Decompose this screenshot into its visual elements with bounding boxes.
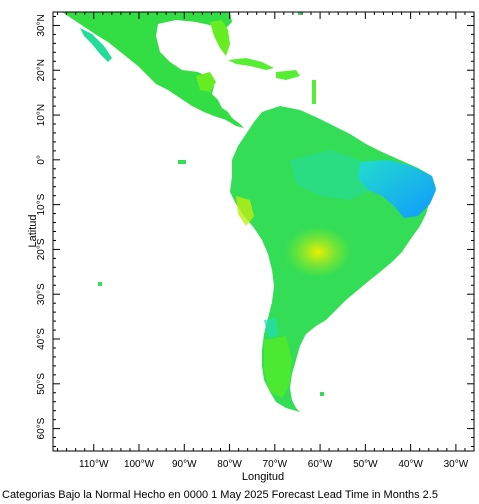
lon-tick-label: 40°W xyxy=(398,459,423,470)
lon-tick-label: 30°W xyxy=(444,459,469,470)
galapagos-land xyxy=(178,160,186,164)
lesser-antilles-land xyxy=(312,80,316,104)
offshore-island xyxy=(320,392,324,396)
peru-coast-yellow-region xyxy=(236,196,254,226)
central-yellow-region xyxy=(284,226,352,278)
lat-tick-label: 10°S xyxy=(36,193,47,215)
lat-tick-label: 60°S xyxy=(36,417,47,439)
florida-land xyxy=(210,20,230,56)
patagonia-region xyxy=(264,336,292,398)
lat-tick-label: 30°S xyxy=(36,283,47,305)
axis-ticks xyxy=(53,12,475,451)
lat-tick-label: 0° xyxy=(36,155,47,165)
lon-tick-label: 110°W xyxy=(79,459,109,470)
lon-tick-label: 80°W xyxy=(217,459,242,470)
offshore-island xyxy=(298,12,301,15)
lat-tick-label: 30°N xyxy=(36,14,47,36)
offshore-island xyxy=(384,206,388,210)
lat-tick-label: 10°N xyxy=(36,104,47,126)
lat-tick-label: 40°S xyxy=(36,328,47,350)
lon-tick-label: 70°W xyxy=(263,459,288,470)
caption: Categorias Bajo la Normal Hecho en 0000 … xyxy=(2,489,438,501)
hispaniola-land xyxy=(276,70,300,80)
chile-cyan-region xyxy=(264,318,278,338)
baja-california-land xyxy=(80,28,112,62)
ne-brazil-below-normal-region xyxy=(358,160,436,218)
lat-tick-label: 50°S xyxy=(36,373,47,395)
axis-tick-labels: 30°N 20°N 10°N 0° 10°S 20°S 30°S 40°S 50°S 60°S 11… xyxy=(36,14,469,470)
yucatan-land xyxy=(196,72,216,92)
offshore-island xyxy=(98,282,102,286)
land-layer xyxy=(62,12,436,414)
y-axis-title: Latitud xyxy=(27,214,39,247)
lon-tick-label: 50°W xyxy=(353,459,378,470)
lat-tick-label: 20°S xyxy=(36,238,47,260)
lon-tick-label: 100°W xyxy=(124,459,155,470)
lon-tick-label: 90°W xyxy=(172,459,197,470)
north-america-land xyxy=(62,12,244,128)
cuba-land xyxy=(228,58,274,70)
lat-tick-label: 20°N xyxy=(36,59,47,81)
lon-tick-label: 60°W xyxy=(308,459,333,470)
brazil-interior-region xyxy=(290,150,370,200)
x-axis-title: Longitud xyxy=(242,471,284,483)
